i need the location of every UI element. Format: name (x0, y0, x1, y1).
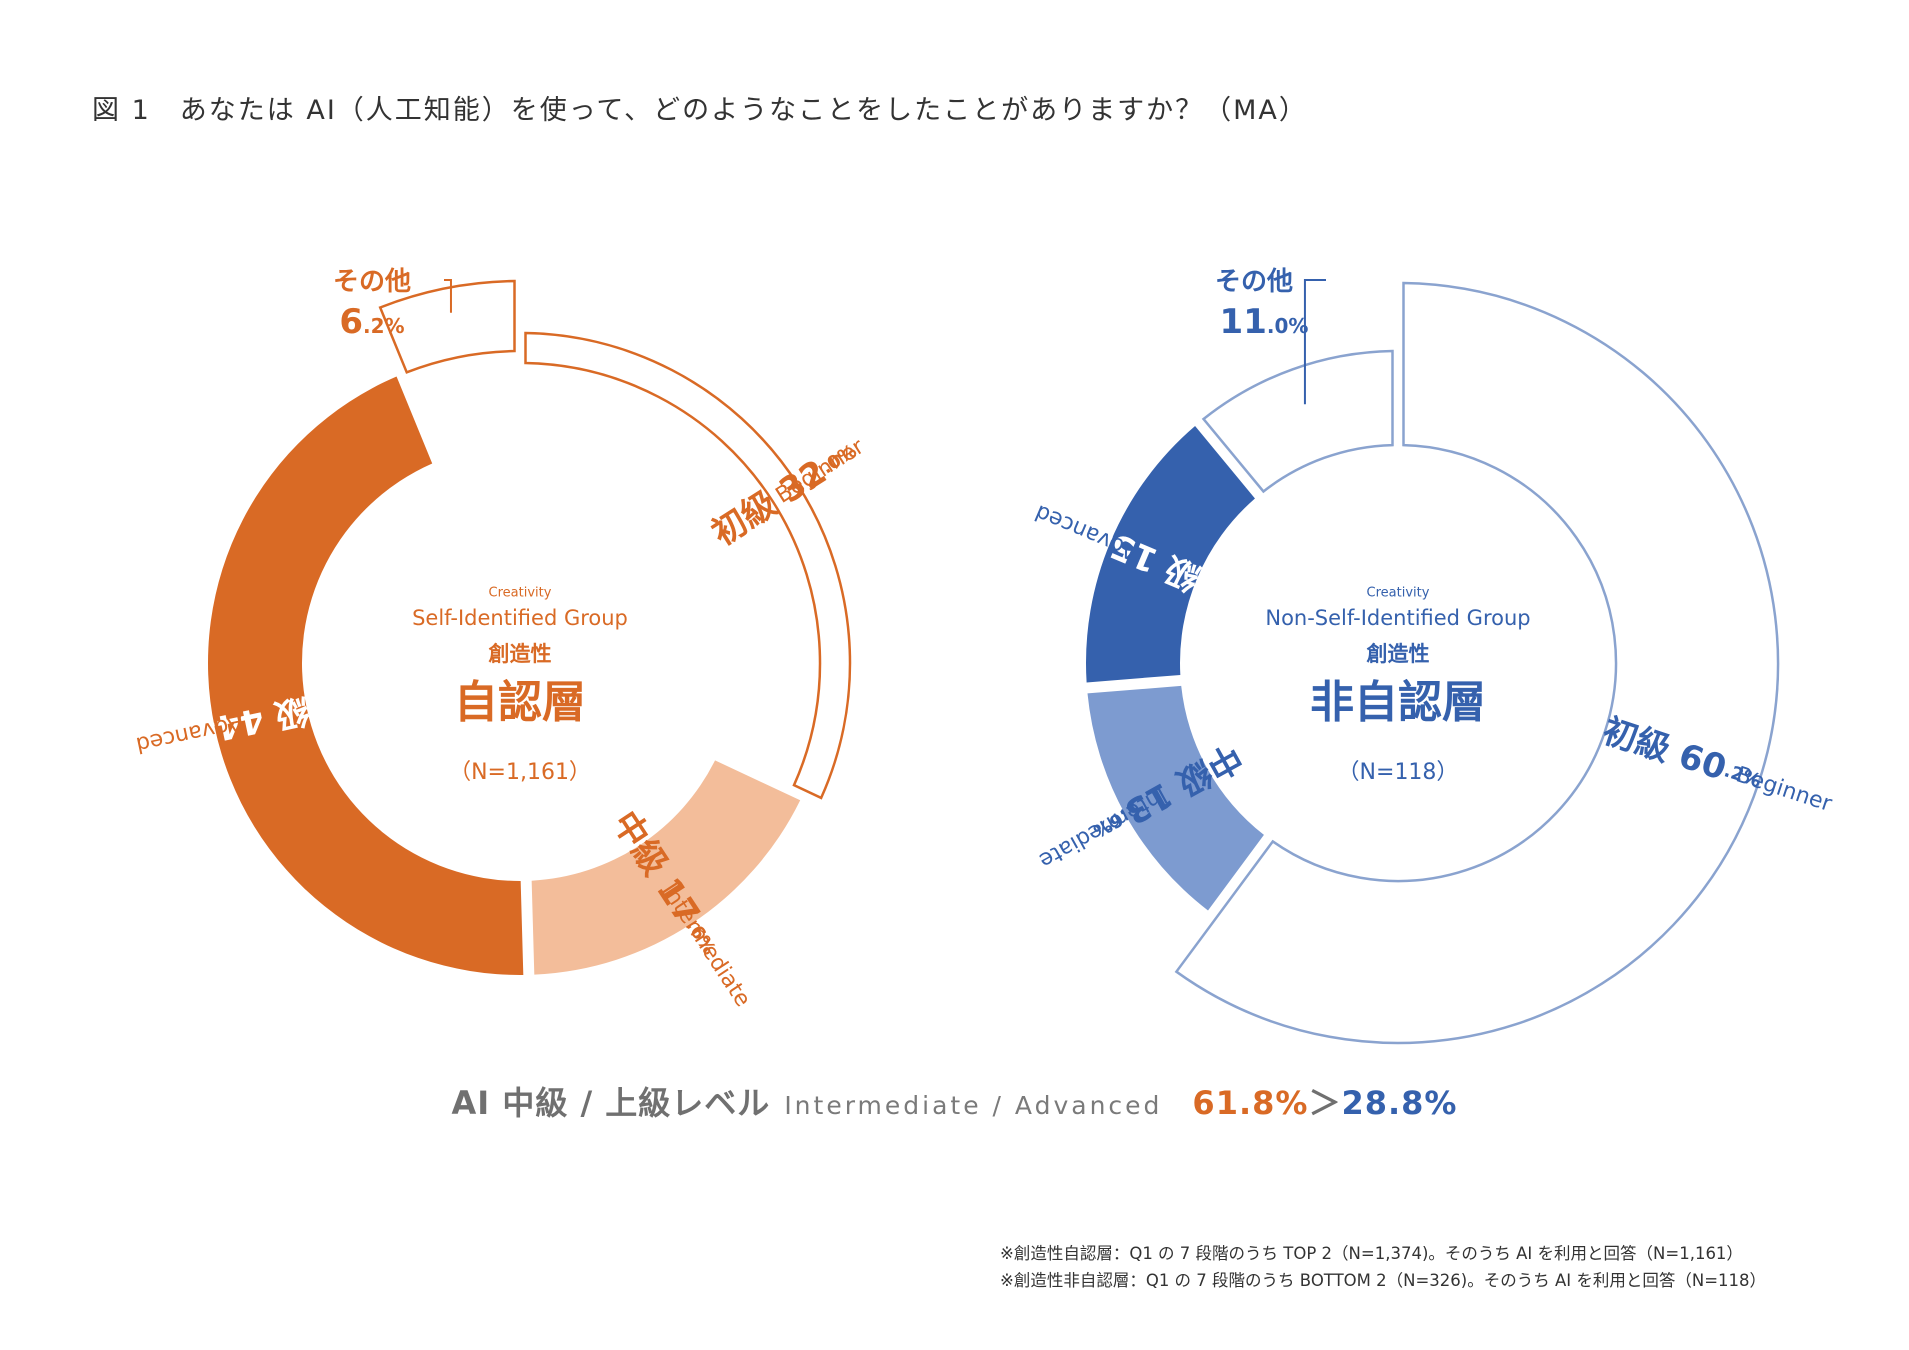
slice-advanced (1086, 426, 1255, 683)
summary-line: AI 中級 / 上級レベル Intermediate / Advanced 61.8… (0, 1078, 1909, 1124)
summary-label-en: Intermediate / Advanced (784, 1091, 1163, 1120)
center-subtitle-small: Creativity (489, 586, 552, 601)
slice-intermediate (1087, 685, 1264, 911)
center-subtitle: Non-Self-Identified Group (1265, 606, 1530, 630)
slice-intermediate (531, 760, 801, 975)
slice-beginner (1174, 281, 1780, 1045)
center-subtitle: Self-Identified Group (412, 606, 628, 630)
center-title: 自認層 (454, 677, 586, 728)
callout-name-other: その他 (1215, 267, 1293, 297)
callout-pct-other: 6.2% (339, 302, 404, 342)
center-subtitle-small: Creativity (1367, 586, 1430, 601)
slice-beginner (524, 331, 852, 800)
callout-line-other (444, 279, 452, 313)
callout-line-other (1303, 279, 1326, 405)
center-label-jp: 創造性 (489, 642, 552, 666)
callout-name-other: その他 (333, 267, 411, 297)
center-n-label: （N=118） (1338, 760, 1459, 785)
summary-value-nonself: 28.8% (1341, 1084, 1458, 1122)
footnotes: ※創造性自認層：Q1 の 7 段階のうち TOP 2（N=1,374)。そのうち… (1000, 1240, 1766, 1294)
footnote-nonself: ※創造性非自認層：Q1 の 7 段階のうち BOTTOM 2（N=326)。その… (1000, 1271, 1767, 1290)
center-n-label: （N=1,161） (449, 760, 591, 785)
footnote-self: ※創造性自認層：Q1 の 7 段階のうち TOP 2（N=1,374)。そのうち… (1000, 1244, 1743, 1263)
center-title: 非自認層 (1310, 677, 1486, 728)
callout-pct-other: 11.0% (1220, 302, 1309, 342)
slice-advanced (208, 376, 524, 975)
summary-value-self: 61.8% (1192, 1084, 1309, 1122)
slice-other (378, 279, 516, 374)
summary-label: AI 中級 / 上級レベル (451, 1084, 771, 1122)
center-label-jp: 創造性 (1367, 642, 1430, 666)
figure-title: 図 1 あなたは AI（人工知能）を使って、どのようなことをしたことがありますか… (92, 95, 1308, 126)
slice-other (1201, 349, 1394, 494)
summary-comparator: ＞ (1308, 1084, 1342, 1122)
